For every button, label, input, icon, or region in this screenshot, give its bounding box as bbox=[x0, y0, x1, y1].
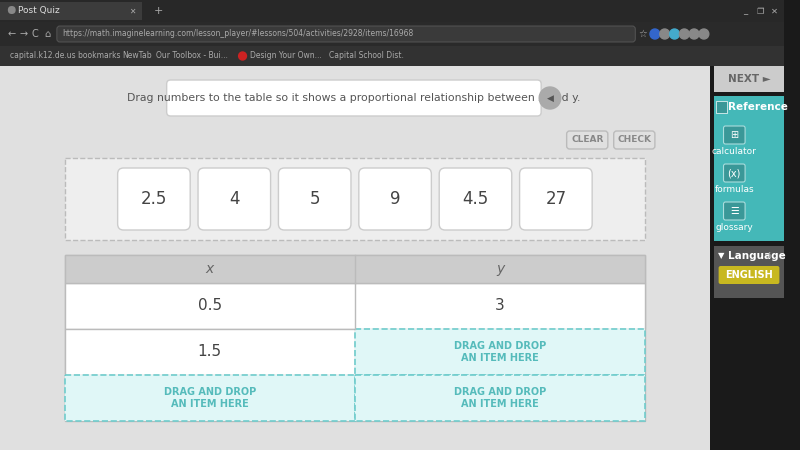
Text: Our Toolbox - Bui...: Our Toolbox - Bui... bbox=[156, 51, 228, 60]
FancyBboxPatch shape bbox=[614, 131, 655, 149]
Text: Capital School Dist.: Capital School Dist. bbox=[330, 51, 404, 60]
Text: ☆: ☆ bbox=[638, 29, 647, 39]
Text: Reference: Reference bbox=[729, 102, 788, 112]
Text: 5: 5 bbox=[310, 190, 320, 208]
Text: x: x bbox=[206, 262, 214, 276]
Text: AN ITEM HERE: AN ITEM HERE bbox=[461, 353, 539, 363]
Text: ENGLISH: ENGLISH bbox=[725, 270, 773, 280]
FancyBboxPatch shape bbox=[278, 168, 351, 230]
FancyBboxPatch shape bbox=[8, 6, 16, 14]
Text: (x): (x) bbox=[728, 168, 741, 178]
Text: CHECK: CHECK bbox=[618, 135, 651, 144]
Text: ←: ← bbox=[8, 29, 16, 39]
Text: Design Your Own...: Design Your Own... bbox=[250, 51, 322, 60]
Text: ❐: ❐ bbox=[756, 6, 763, 15]
FancyBboxPatch shape bbox=[118, 168, 190, 230]
Text: 2.5: 2.5 bbox=[141, 190, 167, 208]
Text: NewTab: NewTab bbox=[122, 51, 152, 60]
Text: ▼: ▼ bbox=[718, 252, 724, 261]
Text: capital.k12.de.us bookmarks: capital.k12.de.us bookmarks bbox=[10, 51, 120, 60]
Circle shape bbox=[650, 29, 660, 39]
Text: ▼: ▼ bbox=[718, 102, 724, 111]
Circle shape bbox=[539, 87, 561, 109]
FancyBboxPatch shape bbox=[198, 168, 270, 230]
Text: 4: 4 bbox=[229, 190, 239, 208]
Text: ☰: ☰ bbox=[730, 206, 738, 216]
Text: DRAG AND DROP: DRAG AND DROP bbox=[454, 387, 546, 397]
Bar bbox=[0, 66, 710, 450]
Text: ℹ: ℹ bbox=[768, 252, 770, 261]
Text: _: _ bbox=[743, 6, 747, 15]
Bar bbox=[714, 246, 784, 298]
Text: 0.5: 0.5 bbox=[198, 298, 222, 314]
Text: 4.5: 4.5 bbox=[462, 190, 489, 208]
Text: ✕: ✕ bbox=[771, 6, 778, 15]
Text: https://math.imaginelearning.com/lesson_player/#lessons/504/activities/2928/item: https://math.imaginelearning.com/lesson_… bbox=[62, 30, 413, 39]
Bar bbox=[0, 46, 784, 66]
FancyBboxPatch shape bbox=[718, 266, 779, 284]
Text: +: + bbox=[154, 6, 163, 16]
Bar bbox=[355, 329, 645, 375]
Bar bbox=[0, 2, 142, 20]
Circle shape bbox=[670, 29, 679, 39]
Text: 27: 27 bbox=[546, 190, 566, 208]
Text: CLEAR: CLEAR bbox=[571, 135, 603, 144]
Text: AN ITEM HERE: AN ITEM HERE bbox=[461, 399, 539, 409]
FancyBboxPatch shape bbox=[359, 168, 431, 230]
FancyBboxPatch shape bbox=[723, 202, 745, 220]
Circle shape bbox=[679, 29, 690, 39]
Bar bbox=[65, 375, 355, 421]
FancyBboxPatch shape bbox=[166, 80, 541, 116]
FancyBboxPatch shape bbox=[439, 168, 512, 230]
Circle shape bbox=[238, 52, 246, 60]
Text: ⊞: ⊞ bbox=[730, 130, 738, 140]
Circle shape bbox=[699, 29, 709, 39]
Circle shape bbox=[690, 29, 699, 39]
Text: glossary: glossary bbox=[715, 222, 753, 231]
Text: 3: 3 bbox=[495, 298, 505, 314]
Text: C: C bbox=[32, 29, 38, 39]
FancyBboxPatch shape bbox=[519, 168, 592, 230]
Text: Drag numbers to the table so it shows a proportional relationship between x and : Drag numbers to the table so it shows a … bbox=[127, 93, 581, 103]
Text: DRAG AND DROP: DRAG AND DROP bbox=[164, 387, 256, 397]
Text: 1.5: 1.5 bbox=[198, 345, 222, 360]
Text: ◀: ◀ bbox=[546, 94, 554, 103]
Bar bbox=[65, 255, 645, 283]
FancyBboxPatch shape bbox=[57, 26, 635, 42]
Bar bbox=[65, 283, 645, 329]
Bar bbox=[716, 101, 727, 113]
Circle shape bbox=[660, 29, 670, 39]
FancyBboxPatch shape bbox=[723, 126, 745, 144]
Text: Language: Language bbox=[729, 251, 786, 261]
Bar bbox=[0, 22, 784, 46]
Text: AN ITEM HERE: AN ITEM HERE bbox=[171, 399, 249, 409]
Bar bbox=[65, 255, 645, 421]
Bar bbox=[714, 96, 784, 241]
Text: NEXT ►: NEXT ► bbox=[728, 74, 770, 84]
Text: DRAG AND DROP: DRAG AND DROP bbox=[454, 341, 546, 351]
Text: y: y bbox=[496, 262, 504, 276]
Bar bbox=[355, 375, 645, 421]
Bar bbox=[0, 0, 784, 20]
FancyBboxPatch shape bbox=[723, 164, 745, 182]
Text: formulas: formulas bbox=[714, 184, 754, 194]
Text: Post Quiz: Post Quiz bbox=[18, 6, 59, 15]
Text: calculator: calculator bbox=[712, 147, 757, 156]
Bar bbox=[65, 158, 645, 240]
Text: ⌂: ⌂ bbox=[44, 29, 50, 39]
Bar bbox=[65, 329, 355, 375]
Text: →: → bbox=[19, 29, 27, 39]
FancyBboxPatch shape bbox=[566, 131, 608, 149]
Bar bbox=[0, 0, 784, 22]
Text: 9: 9 bbox=[390, 190, 400, 208]
Text: ✕: ✕ bbox=[129, 6, 135, 15]
Bar bbox=[714, 66, 784, 92]
